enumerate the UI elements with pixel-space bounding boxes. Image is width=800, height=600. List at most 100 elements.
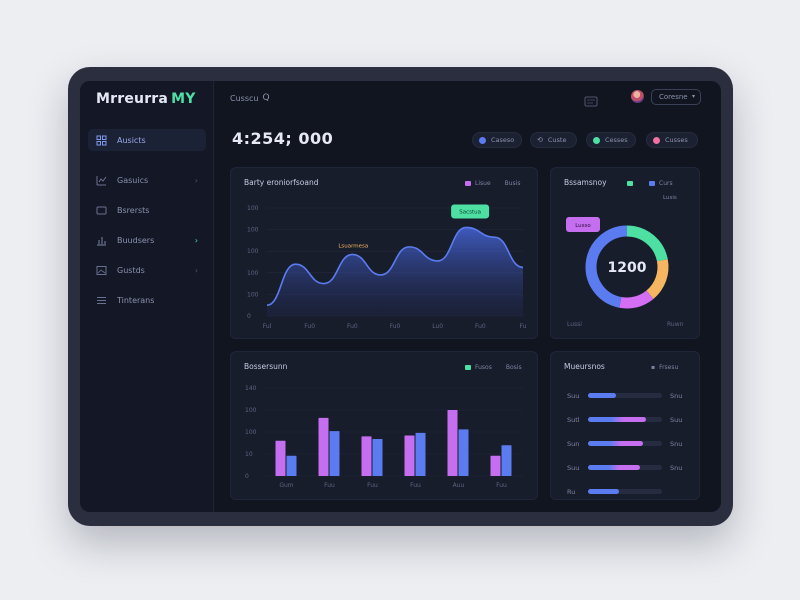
legend-swatch <box>465 365 471 370</box>
progress-label: Ru <box>567 488 576 496</box>
x-tick-label: Fuu <box>496 482 507 489</box>
progress-fill <box>588 489 620 494</box>
sidebar-item-2[interactable]: Bsrersts <box>88 199 206 221</box>
bar <box>490 455 501 476</box>
y-tick-label: 100 <box>247 205 259 212</box>
x-tick-label: Fuu <box>410 482 421 489</box>
status-dot-icon <box>479 136 486 144</box>
legend-label: Bosis <box>505 364 522 371</box>
y-tick-label: 100 <box>247 270 259 277</box>
progress-fill <box>588 417 646 422</box>
legend-label: Curs <box>659 180 673 187</box>
y-tick-label: 10 <box>245 451 253 458</box>
status-dot-icon <box>593 136 600 144</box>
donut-footer-label: Lussi <box>567 321 582 328</box>
line-area <box>267 227 523 316</box>
summary-value: 4:254; 000 <box>232 129 334 148</box>
sidebar-item-0[interactable]: Ausicts <box>88 129 206 151</box>
tooltip-label: Sacstua <box>459 209 481 215</box>
progress-track <box>588 489 662 494</box>
chevron-right-icon: › <box>194 175 198 185</box>
folder-icon <box>96 205 107 216</box>
tooltip-label: Lusso <box>575 223 591 229</box>
bar <box>361 436 372 476</box>
x-tick-label: Fuu <box>367 482 378 489</box>
x-tick-label: Auu <box>453 482 465 489</box>
bar <box>447 410 458 476</box>
progress-fill <box>588 393 617 398</box>
sidebar-item-label: Buudsers <box>117 235 155 245</box>
legend-label: Busis <box>504 180 521 187</box>
donut-slice <box>626 225 668 262</box>
progress-label: Sutl <box>567 416 580 424</box>
progress-label: Suu <box>567 464 580 472</box>
sidebar-item-label: Gustds <box>117 265 145 275</box>
donut-slice <box>585 225 628 308</box>
y-tick-label: 100 <box>247 248 259 255</box>
x-tick-label: Gum <box>279 482 293 489</box>
filter-label: Cusses <box>665 136 688 144</box>
link-icon: ⟲ <box>537 136 543 144</box>
line-chart-card: Barty eroniorfsoand Lisue Busis 100 100 10… <box>230 167 538 339</box>
y-tick-label: 0 <box>245 473 249 480</box>
filter-pill-3[interactable]: Cusses <box>646 132 698 148</box>
progress-track <box>588 393 662 398</box>
y-tick-label: 100 <box>245 429 257 436</box>
bar <box>286 455 297 476</box>
search-icon[interactable]: Q <box>262 93 270 103</box>
bar <box>458 429 469 476</box>
y-tick-label: 100 <box>247 291 259 298</box>
sidebar: Mrreurra MY Ausicts Gasuics › Bsrerst <box>80 81 214 512</box>
y-tick-label: 100 <box>245 407 257 414</box>
breadcrumb-text: Cusscu <box>230 93 259 103</box>
donut-center-value: 1200 <box>608 260 647 276</box>
progress-value-label: Snu <box>670 440 683 448</box>
sidebar-item-1[interactable]: Gasuics › <box>88 169 206 191</box>
legend-swatch <box>649 181 655 186</box>
y-tick-label: 0 <box>247 313 251 320</box>
x-tick-label: Fu0 <box>304 323 315 330</box>
legend-swatch <box>465 181 471 186</box>
chart-legend-secondary: Lusis <box>663 195 677 201</box>
bar <box>415 432 426 476</box>
bar <box>501 445 512 476</box>
user-menu-label: Coresne <box>659 93 688 101</box>
bar <box>404 435 415 476</box>
donut-chart: 1200 Lusso Lussi Ruwn <box>566 217 684 328</box>
donut-slice <box>619 290 654 309</box>
x-tick-label: Fu0 <box>390 323 401 330</box>
filter-pill-2[interactable]: Cesses <box>586 132 636 148</box>
card-title: Bossersunn <box>244 362 288 371</box>
donut-chart-card: Bssamsnoy Curs Lusis 1200 Lusso Lussi Ruwn <box>550 167 700 339</box>
user-menu-button[interactable]: Coresne ▾ <box>651 89 701 105</box>
sidebar-item-3[interactable]: Buudsers › <box>88 229 206 251</box>
filter-pill-1[interactable]: ⟲ Custe <box>530 132 577 148</box>
x-tick-label: Fu <box>520 323 527 330</box>
chart-tooltip <box>451 204 490 219</box>
image-icon <box>96 265 107 276</box>
filter-pill-0[interactable]: Caseso <box>472 132 522 148</box>
dashboard-screen: Mrreurra MY Ausicts Gasuics › Bsrerst <box>80 81 721 512</box>
sidebar-item-label: Bsrersts <box>117 205 150 215</box>
progress-value-label: Snu <box>670 392 683 400</box>
chart-legend: Lisue Busis <box>465 180 520 187</box>
app-logo[interactable]: Mrreurra MY <box>96 91 196 107</box>
sidebar-item-label: Gasuics <box>117 175 149 185</box>
legend-label: Lusis <box>663 195 677 201</box>
tablet-frame: Mrreurra MY Ausicts Gasuics › Bsrerst <box>68 67 733 526</box>
bar <box>372 439 383 476</box>
notification-icon[interactable] <box>584 92 598 107</box>
chevron-right-icon: › <box>194 235 198 245</box>
chart-legend: Curs <box>627 180 673 187</box>
filter-label: Cesses <box>605 136 628 144</box>
card-action[interactable]: ▪ Frsesu <box>651 364 678 371</box>
bar-chart-card: Bossersunn Fusos Bosis 140 100 100 10 0 Gum Fu… <box>230 351 538 500</box>
x-tick-label: Ful <box>263 323 272 330</box>
line-chart: 100 100 100 100 100 0 Ful Fu0 Fu0 Fu0 Lu0 Fu0 Fu Lsua… <box>247 204 527 330</box>
sidebar-item-4[interactable]: Gustds › <box>88 259 206 281</box>
sidebar-item-5[interactable]: Tinterans <box>88 289 206 311</box>
avatar[interactable] <box>631 90 644 103</box>
line-series <box>266 226 524 306</box>
progress-track <box>588 465 662 470</box>
